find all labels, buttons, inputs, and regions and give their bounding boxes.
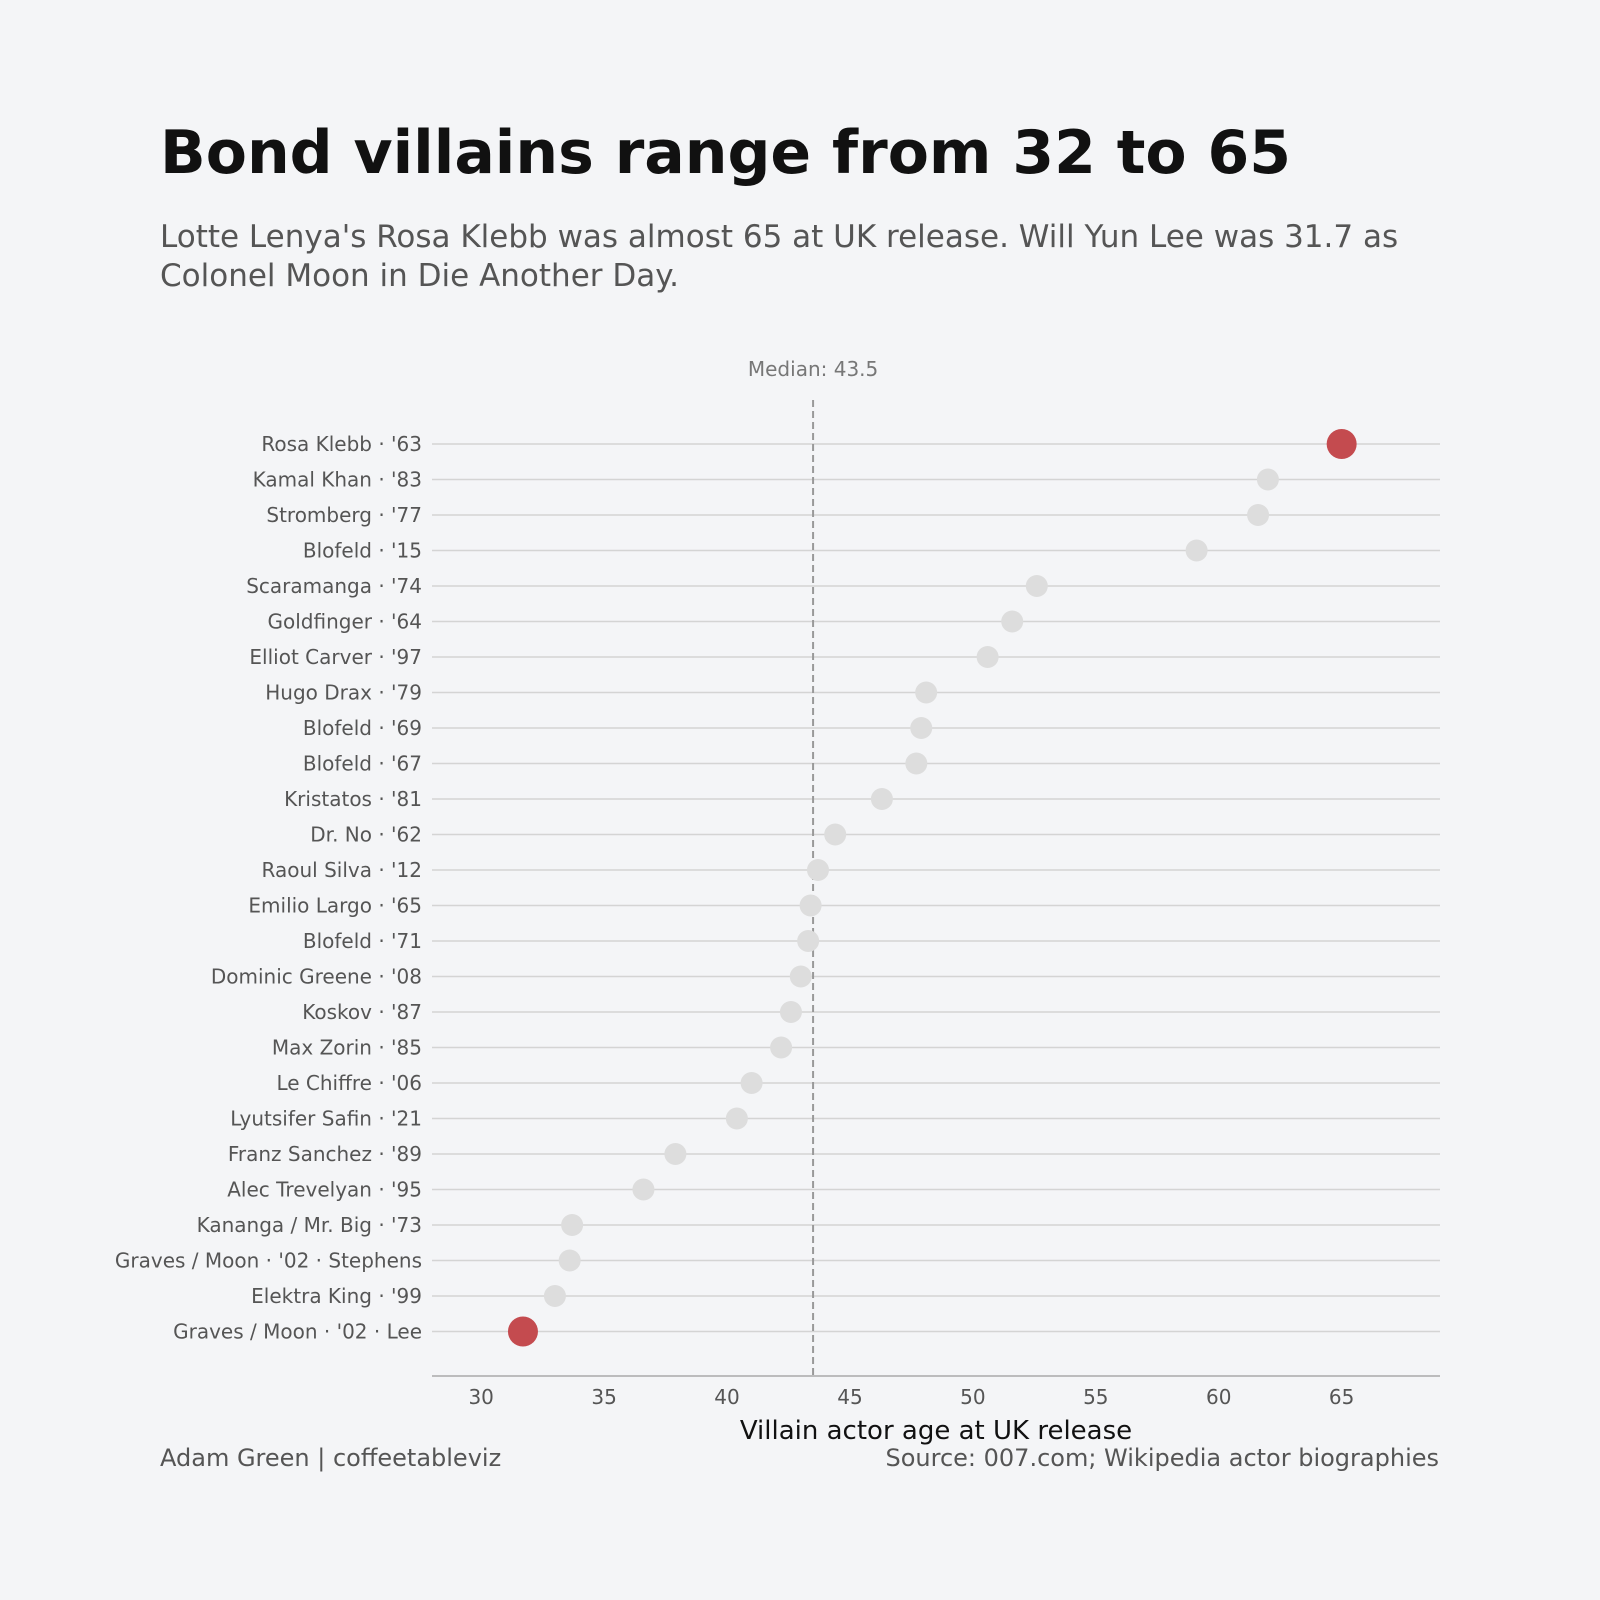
x-axis-title: Villain actor age at UK release	[740, 1416, 1132, 1446]
category-label: Dominic Greene · '08	[211, 965, 422, 989]
data-point	[910, 717, 933, 739]
row-lines	[432, 443, 1440, 1333]
highlighted-point	[1326, 429, 1357, 459]
data-point	[1185, 539, 1208, 562]
data-point	[1247, 504, 1270, 526]
highlighted-point	[507, 1316, 538, 1347]
x-tick-label: 60	[1206, 1385, 1231, 1409]
chart-title: Bond villains range from 32 to 65	[160, 118, 1292, 188]
x-tick-label: 55	[1083, 1385, 1108, 1409]
data-point	[725, 1107, 748, 1130]
category-label: Blofeld · '69	[303, 716, 422, 740]
data-point	[905, 752, 928, 775]
data-point	[664, 1143, 687, 1165]
data-points	[507, 429, 1357, 1347]
data-point	[799, 894, 822, 917]
x-tick-label: 65	[1329, 1385, 1354, 1409]
x-tick-label: 50	[960, 1385, 985, 1409]
category-label: Dr. No · '62	[310, 823, 422, 847]
data-point	[558, 1249, 581, 1272]
chart-subtitle: Lotte Lenya's Rosa Klebb was almost 65 a…	[160, 219, 1399, 294]
category-label: Goldfinger · '64	[267, 610, 422, 634]
x-tick-label: 45	[837, 1385, 862, 1409]
data-point	[543, 1285, 566, 1307]
category-label: Blofeld · '71	[303, 929, 422, 953]
data-point	[976, 646, 999, 668]
category-label: Stromberg · '77	[266, 503, 422, 527]
data-point	[797, 930, 820, 952]
category-label: Blofeld · '15	[303, 539, 422, 563]
category-label: Franz Sanchez · '89	[228, 1142, 422, 1166]
category-label: Elliot Carver · '97	[249, 645, 422, 669]
data-point	[770, 1036, 793, 1059]
data-point	[561, 1214, 584, 1236]
data-point	[740, 1072, 763, 1094]
category-labels: Rosa Klebb · '63 Kamal Khan · '83 Stromber…	[115, 432, 422, 1344]
data-point	[915, 681, 938, 704]
data-point	[870, 788, 893, 810]
median-label: Median: 43.5	[748, 357, 878, 381]
category-label: Max Zorin · '85	[272, 1036, 422, 1060]
data-point	[806, 859, 829, 881]
footer-source: Source: 007.com; Wikipedia actor biograp…	[885, 1444, 1440, 1472]
data-point	[1025, 575, 1048, 597]
data-point	[779, 1001, 802, 1023]
data-point	[1001, 610, 1024, 633]
category-label: Le Chiffre · '06	[276, 1071, 422, 1095]
category-label: Hugo Drax · '79	[265, 681, 422, 705]
footer-credit: Adam Green | coffeetableviz	[160, 1444, 502, 1472]
data-point	[824, 823, 847, 846]
data-point	[632, 1178, 655, 1201]
x-tick-label: 30	[468, 1385, 493, 1409]
data-point	[1256, 468, 1279, 491]
category-label: Graves / Moon · '02 · Lee	[173, 1320, 422, 1344]
category-label: Raoul Silva · '12	[262, 858, 422, 882]
category-label: Graves / Moon · '02 · Stephens	[115, 1249, 422, 1273]
category-label: Alec Trevelyan · '95	[227, 1178, 422, 1202]
category-label: Elektra King · '99	[251, 1284, 422, 1308]
category-label: Kristatos · '81	[284, 787, 422, 811]
category-label: Koskov · '87	[302, 1000, 422, 1024]
category-label: Blofeld · '67	[303, 752, 422, 776]
category-label: Emilio Largo · '65	[248, 894, 422, 918]
x-tick-label: 40	[714, 1385, 739, 1409]
category-label: Kamal Khan · '83	[253, 468, 422, 492]
category-label: Lyutsifer Safin · '21	[230, 1107, 422, 1131]
category-label: Scaramanga · '74	[246, 574, 422, 598]
x-axis-ticks: 30 35 40 45 50 55 60 65	[468, 1385, 1354, 1409]
category-label: Rosa Klebb · '63	[261, 432, 422, 456]
data-point	[789, 965, 812, 988]
x-tick-label: 35	[591, 1385, 616, 1409]
category-label: Kananga / Mr. Big · '73	[197, 1213, 422, 1237]
